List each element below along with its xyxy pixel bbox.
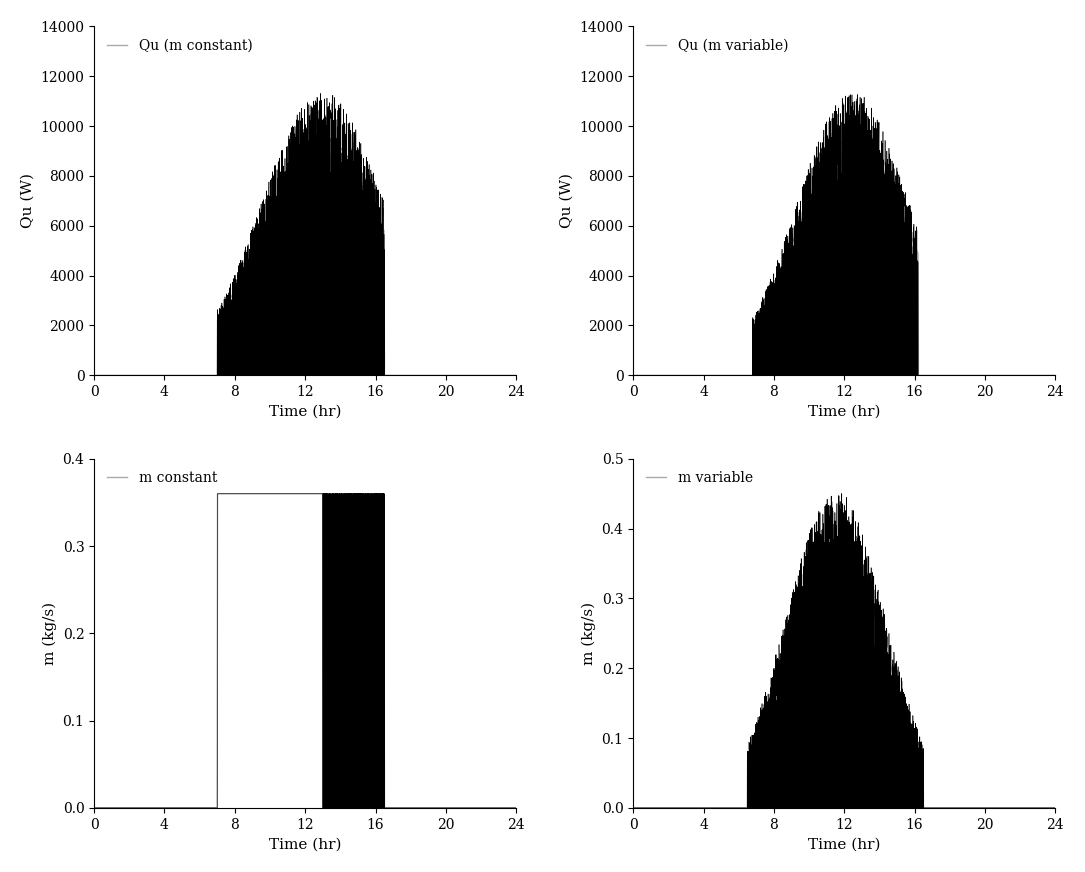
Legend: m variable: m variable [640,466,758,491]
X-axis label: Time (hr): Time (hr) [269,837,342,851]
Y-axis label: Qu (W): Qu (W) [560,174,574,228]
Legend: m constant: m constant [101,466,222,491]
Y-axis label: m (kg/s): m (kg/s) [42,602,56,665]
Legend: Qu (m constant): Qu (m constant) [101,33,258,58]
X-axis label: Time (hr): Time (hr) [808,405,881,419]
Y-axis label: Qu (W): Qu (W) [21,174,35,228]
X-axis label: Time (hr): Time (hr) [808,837,881,851]
Legend: Qu (m variable): Qu (m variable) [640,33,793,58]
X-axis label: Time (hr): Time (hr) [269,405,342,419]
Y-axis label: m (kg/s): m (kg/s) [582,602,596,665]
